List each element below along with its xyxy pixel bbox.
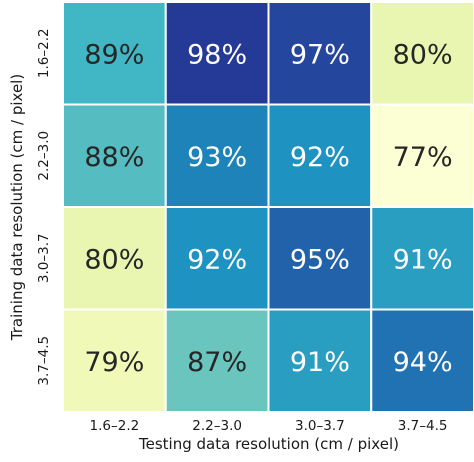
heatmap-cell (164, 308, 270, 413)
heatmap-cell-value: 92% (187, 244, 247, 275)
heatmap-cell (370, 206, 474, 311)
heatmap-cell-value: 80% (84, 244, 144, 275)
heatmap-cell (164, 206, 270, 311)
heatmap-cell-value: 95% (290, 244, 350, 275)
heatmap-cell (370, 1, 474, 106)
heatmap-cell (164, 1, 270, 106)
heatmap-cell-labels: 89% 98% 97% 80% 88% 93% 92% 77% 80% 92% 95% 91% 79% 8… (84, 39, 452, 378)
heatmap-cell (62, 206, 167, 311)
y-axis-label: Training data resolution (cm / pixel) (8, 74, 26, 341)
heatmap-cell (62, 308, 167, 413)
heatmap-cell (370, 103, 474, 208)
x-tick-label: 2.2–3.0 (192, 418, 242, 434)
heatmap-cell-value: 87% (187, 347, 247, 378)
heatmap-cells (62, 1, 474, 413)
x-tick-label: 3.7–4.5 (398, 418, 448, 434)
heatmap-cell-value: 97% (290, 39, 350, 70)
heatmap-cell-value: 77% (393, 142, 453, 173)
heatmap-cell-value: 94% (393, 347, 453, 378)
heatmap-cell-value: 92% (290, 142, 350, 173)
heatmap-cell (62, 1, 167, 106)
heatmap-cell-value: 93% (187, 142, 247, 173)
heatmap-cell-value: 91% (393, 244, 453, 275)
x-tick-label: 1.6–2.2 (90, 418, 140, 434)
heatmap-cell (370, 308, 474, 413)
x-tick-labels: 1.6–2.2 2.2–3.0 3.0–3.7 3.7–4.5 (90, 418, 448, 434)
heatmap-cell (267, 308, 373, 413)
y-tick-label: 1.6–2.2 (36, 28, 52, 78)
heatmap-cell (267, 103, 373, 208)
y-tick-label: 3.0–3.7 (36, 233, 52, 283)
x-tick-label: 3.0–3.7 (295, 418, 345, 434)
heatmap-cell-value: 79% (84, 347, 144, 378)
x-axis-label: Testing data resolution (cm / pixel) (138, 435, 399, 453)
heatmap-cell-value: 89% (84, 39, 144, 70)
heatmap-cell-value: 98% (187, 39, 247, 70)
heatmap-cell-value: 80% (393, 39, 453, 70)
y-tick-label: 2.2–3.0 (36, 131, 52, 181)
heatmap-cell-value: 91% (290, 347, 350, 378)
y-tick-labels: 1.6–2.2 2.2–3.0 3.0–3.7 3.7–4.5 (36, 28, 52, 385)
heatmap-cell (62, 103, 167, 208)
heatmap-cell-value: 88% (84, 142, 144, 173)
heatmap-cell (267, 1, 373, 106)
y-tick-label: 3.7–4.5 (36, 336, 52, 386)
